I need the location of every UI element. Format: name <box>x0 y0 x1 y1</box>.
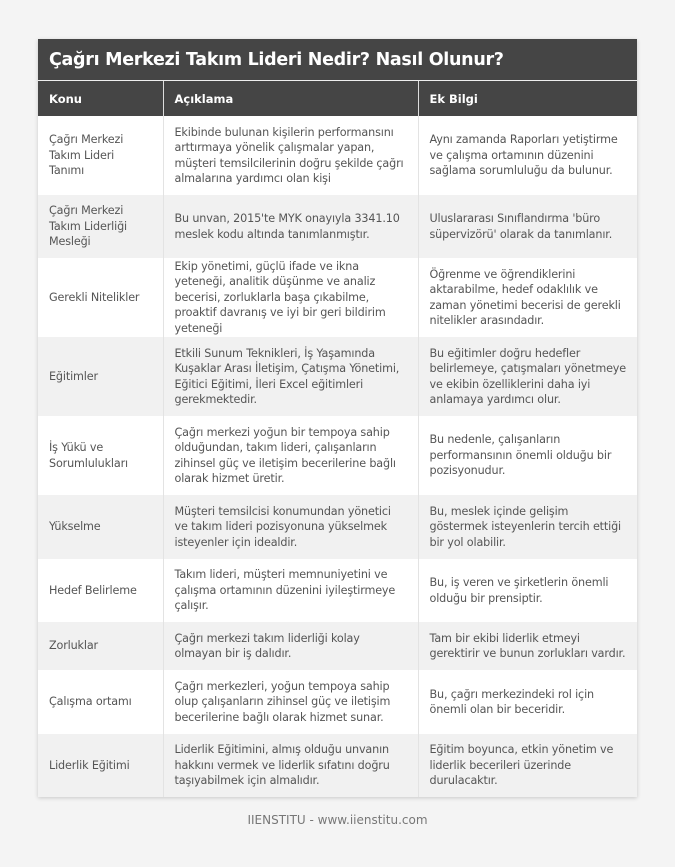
cell-ek-bilgi: Bu nedenle, çalışanların performansının … <box>417 416 637 495</box>
cell-konu: Gerekli Nitelikler <box>38 258 163 337</box>
table-title: Çağrı Merkezi Takım Lideri Nedir? Nasıl … <box>38 39 637 81</box>
cell-ek-bilgi: Bu, iş veren ve şirketlerin önemli olduğ… <box>417 559 637 622</box>
table-row: Gerekli Nitelikler Ekip yönetimi, güçlü i… <box>38 258 637 337</box>
cell-aciklama: Liderlik Eğitimini, almış olduğu unvanın… <box>162 734 418 797</box>
cell-ek-bilgi: Uluslararası Sınıflandırma 'büro süpervi… <box>417 195 637 258</box>
footer-credit: IIENSTITU - www.iienstitu.com <box>247 813 428 827</box>
table-row: Eğitimler Etkili Sunum Teknikleri, İş Yaş… <box>38 337 637 416</box>
header-row: Konu Açıklama Ek Bilgi <box>38 81 637 116</box>
table-row: Çağrı Merkezi Takım Lideri Tanımı Ekibind… <box>38 116 637 195</box>
cell-aciklama: Çağrı merkezi takım liderliği kolay olma… <box>162 622 418 670</box>
table-card: Çağrı Merkezi Takım Lideri Nedir? Nasıl … <box>38 39 637 797</box>
cell-ek-bilgi: Bu, çağrı merkezindeki rol için önemli o… <box>417 670 637 734</box>
info-table: Konu Açıklama Ek Bilgi Çağrı Merkezi Tak… <box>38 81 637 797</box>
cell-ek-bilgi: Aynı zamanda Raporları yetiştirme ve çal… <box>417 116 637 195</box>
cell-konu: Hedef Belirleme <box>38 559 163 622</box>
cell-ek-bilgi: Öğrenme ve öğrendiklerini aktarabilme, h… <box>417 258 637 337</box>
cell-aciklama: Bu unvan, 2015'te MYK onayıyla 3341.10 m… <box>162 195 418 258</box>
cell-aciklama: Müşteri temsilcisi konumundan yönetici v… <box>162 495 418 559</box>
cell-aciklama: Çağrı merkezleri, yoğun tempoya sahip ol… <box>162 670 418 734</box>
cell-konu: Liderlik Eğitimi <box>38 734 163 797</box>
table-row: İş Yükü ve Sorumlulukları Çağrı merkezi y… <box>38 416 637 495</box>
cell-konu: Çağrı Merkezi Takım Lideri Tanımı <box>38 116 163 195</box>
cell-ek-bilgi: Eğitim boyunca, etkin yönetim ve liderli… <box>417 734 637 797</box>
cell-aciklama: Etkili Sunum Teknikleri, İş Yaşamında Ku… <box>162 337 418 416</box>
cell-konu: Eğitimler <box>38 337 163 416</box>
table-row: Liderlik Eğitimi Liderlik Eğitimini, almı… <box>38 734 637 797</box>
cell-aciklama: Çağrı merkezi yoğun bir tempoya sahip ol… <box>162 416 418 495</box>
table-row: Çağrı Merkezi Takım Liderliği Mesleği Bu … <box>38 195 637 258</box>
column-header-aciklama: Açıklama <box>162 81 418 116</box>
cell-konu: Çalışma ortamı <box>38 670 163 734</box>
column-header-konu: Konu <box>38 81 163 116</box>
column-header-ek-bilgi: Ek Bilgi <box>417 81 637 116</box>
table-row: Çalışma ortamı Çağrı merkezleri, yoğun te… <box>38 670 637 734</box>
table-row: Zorluklar Çağrı merkezi takım liderliği k… <box>38 622 637 670</box>
cell-konu: Yükselme <box>38 495 163 559</box>
cell-ek-bilgi: Bu, meslek içinde gelişim göstermek iste… <box>417 495 637 559</box>
cell-konu: İş Yükü ve Sorumlulukları <box>38 416 163 495</box>
cell-ek-bilgi: Tam bir ekibi liderlik etmeyi gerektirir… <box>417 622 637 670</box>
cell-ek-bilgi: Bu eğitimler doğru hedefler belirlemeye,… <box>417 337 637 416</box>
cell-aciklama: Ekibinde bulunan kişilerin performansını… <box>162 116 418 195</box>
cell-konu: Çağrı Merkezi Takım Liderliği Mesleği <box>38 195 163 258</box>
cell-konu: Zorluklar <box>38 622 163 670</box>
cell-aciklama: Takım lideri, müşteri memnuniyetini ve ç… <box>162 559 418 622</box>
table-row: Hedef Belirleme Takım lideri, müşteri mem… <box>38 559 637 622</box>
cell-aciklama: Ekip yönetimi, güçlü ifade ve ikna yeten… <box>162 258 418 337</box>
table-row: Yükselme Müşteri temsilcisi konumundan yö… <box>38 495 637 559</box>
